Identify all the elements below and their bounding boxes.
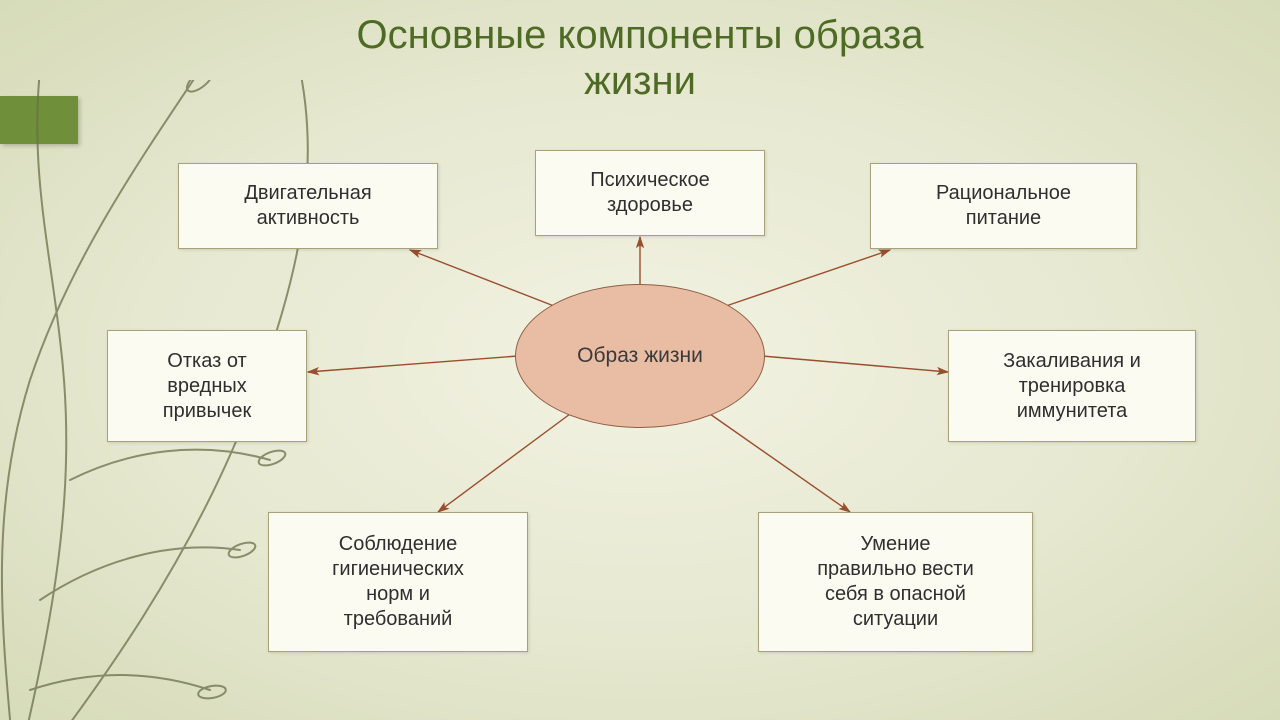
node-safety: Умение правильно вести себя в опасной си… (758, 512, 1033, 652)
arrow-to-immun (762, 356, 948, 372)
node-immun: Закаливания и тренировка иммунитета (948, 330, 1196, 442)
node-psych: Психическое здоровье (535, 150, 765, 236)
arrow-to-nutrition (726, 250, 890, 306)
slide-title: Основные компоненты образа жизни (0, 12, 1280, 104)
center-node-label: Образ жизни (577, 344, 703, 368)
node-nutrition: Рациональное питание (870, 163, 1137, 249)
center-node: Образ жизни (515, 284, 765, 428)
foliage-decoration (0, 80, 460, 720)
arrow-to-safety (710, 414, 850, 512)
